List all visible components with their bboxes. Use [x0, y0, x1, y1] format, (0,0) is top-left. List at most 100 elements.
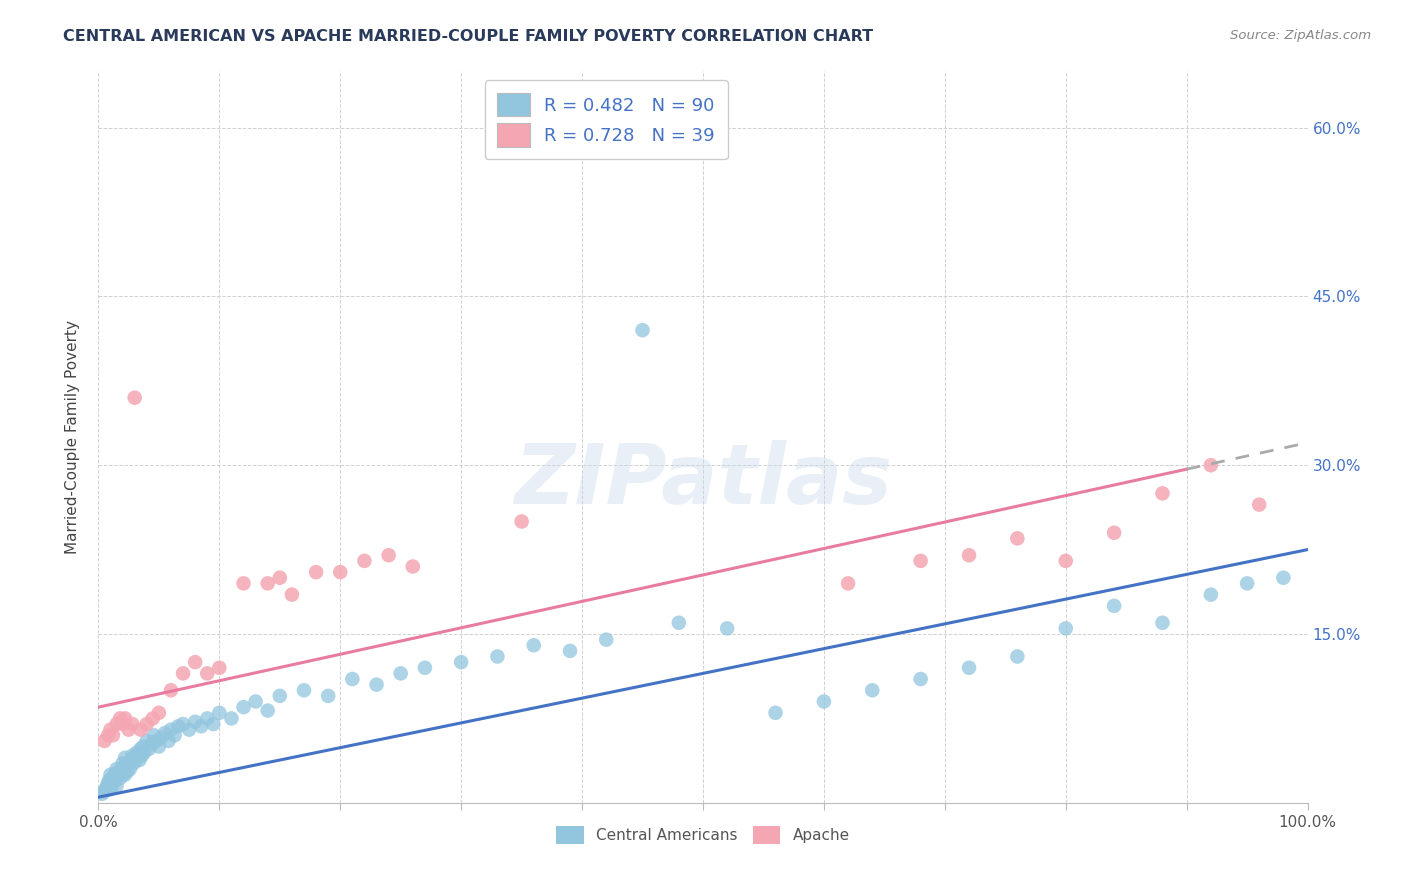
Point: [195, 666, 218, 681]
Point: [115, 760, 138, 774]
Point: [129, 723, 152, 737]
Point: [837, 576, 859, 591]
Point: [107, 767, 129, 781]
Point: [93, 784, 115, 798]
Point: [1054, 554, 1077, 568]
Point: [179, 723, 201, 737]
Point: [256, 576, 278, 591]
Point: [957, 548, 980, 562]
Point: [128, 753, 150, 767]
Point: [1007, 649, 1029, 664]
Point: [668, 615, 690, 630]
Point: [97, 728, 120, 742]
Point: [121, 748, 143, 763]
Text: CENTRAL AMERICAN VS APACHE MARRIED-COUPLE FAMILY POVERTY CORRELATION CHART: CENTRAL AMERICAN VS APACHE MARRIED-COUPL…: [63, 29, 873, 44]
Point: [122, 756, 145, 771]
Point: [124, 391, 146, 405]
Point: [245, 694, 267, 708]
Point: [148, 739, 170, 754]
Point: [765, 706, 787, 720]
Point: [114, 751, 136, 765]
Point: [631, 323, 654, 337]
Point: [103, 767, 125, 781]
Point: [1152, 615, 1174, 630]
Point: [221, 711, 243, 725]
Point: [114, 711, 136, 725]
Point: [813, 694, 835, 708]
Point: [110, 762, 132, 776]
Point: [860, 683, 883, 698]
Point: [450, 655, 472, 669]
Point: [142, 711, 165, 725]
Point: [413, 661, 436, 675]
Point: [101, 771, 124, 785]
Point: [1152, 486, 1174, 500]
Point: [160, 723, 183, 737]
Point: [135, 717, 157, 731]
Point: [100, 779, 122, 793]
Point: [232, 576, 254, 591]
Point: [910, 672, 932, 686]
Point: [281, 588, 304, 602]
Point: [163, 728, 186, 742]
Point: [98, 773, 121, 788]
Point: [127, 748, 149, 763]
Point: [256, 704, 278, 718]
Point: [135, 734, 157, 748]
Point: [118, 756, 141, 771]
Point: [342, 672, 364, 686]
Point: [1199, 588, 1222, 602]
Point: [138, 741, 160, 756]
Point: [141, 737, 163, 751]
Point: [184, 655, 207, 669]
Point: [208, 661, 231, 675]
Point: [716, 621, 738, 635]
Point: [124, 751, 146, 765]
Point: [160, 683, 183, 698]
Point: [510, 515, 533, 529]
Point: [96, 779, 118, 793]
Point: [108, 711, 131, 725]
Point: [172, 717, 194, 731]
Point: [132, 739, 155, 754]
Point: [595, 632, 617, 647]
Point: [105, 762, 128, 776]
Point: [91, 787, 114, 801]
Point: [114, 767, 136, 781]
Y-axis label: Married-Couple Family Poverty: Married-Couple Family Poverty: [65, 320, 80, 554]
Point: [104, 773, 127, 788]
Point: [269, 689, 291, 703]
Point: [366, 678, 388, 692]
Point: [120, 753, 142, 767]
Point: [100, 767, 122, 781]
Text: Source: ZipAtlas.com: Source: ZipAtlas.com: [1230, 29, 1371, 42]
Point: [127, 745, 149, 759]
Point: [316, 689, 339, 703]
Point: [402, 559, 425, 574]
Text: ZIPatlas: ZIPatlas: [515, 441, 891, 522]
Point: [111, 717, 134, 731]
Point: [105, 717, 128, 731]
Point: [157, 734, 180, 748]
Point: [190, 719, 212, 733]
Point: [292, 683, 315, 698]
Point: [523, 638, 546, 652]
Point: [389, 666, 412, 681]
Point: [172, 666, 194, 681]
Point: [93, 734, 115, 748]
Point: [125, 753, 148, 767]
Point: [118, 762, 141, 776]
Point: [97, 775, 120, 789]
Point: [167, 719, 190, 733]
Point: [377, 548, 399, 562]
Point: [111, 767, 134, 781]
Point: [129, 741, 152, 756]
Point: [100, 723, 122, 737]
Point: [202, 717, 225, 731]
Point: [105, 779, 128, 793]
Point: [150, 731, 173, 745]
Point: [108, 764, 131, 779]
Point: [232, 700, 254, 714]
Point: [305, 565, 328, 579]
Point: [353, 554, 375, 568]
